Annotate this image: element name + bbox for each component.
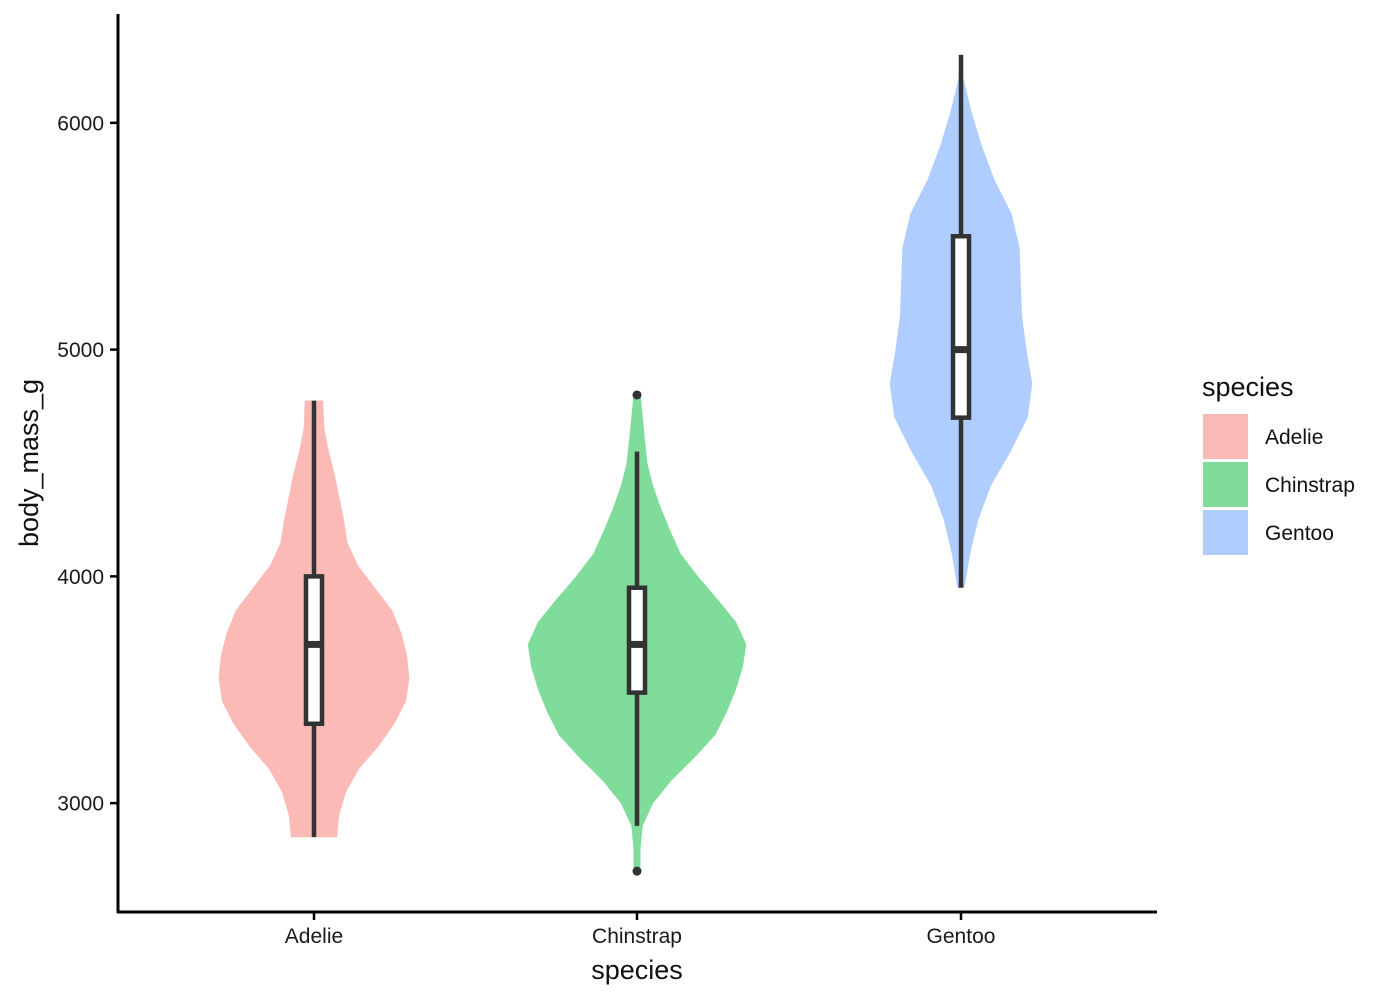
outlier-point	[632, 866, 642, 876]
y-tick-label: 3000	[57, 793, 104, 816]
y-tick-label: 5000	[57, 339, 104, 362]
legend-swatch-chinstrap	[1203, 462, 1248, 507]
x-tick-label: Chinstrap	[592, 925, 682, 948]
legend-items: Adelie Chinstrap Gentoo	[1203, 414, 1355, 555]
x-axis-title: species	[591, 955, 683, 985]
y-axis-ticks: 3000 4000 5000 6000	[57, 112, 118, 816]
legend-title: species	[1202, 372, 1294, 402]
y-tick-label: 6000	[57, 112, 104, 135]
box-gentoo	[950, 233, 972, 420]
legend-swatch-gentoo	[1203, 510, 1248, 555]
y-tick-label: 4000	[57, 566, 104, 589]
x-tick-label: Adelie	[285, 925, 343, 948]
legend-label-chinstrap: Chinstrap	[1265, 474, 1355, 497]
outlier-point	[632, 390, 642, 400]
legend: species Adelie Chinstrap Gentoo	[1202, 372, 1355, 555]
legend-label-gentoo: Gentoo	[1265, 522, 1334, 545]
x-axis-ticks: Adelie Chinstrap Gentoo	[285, 912, 996, 948]
x-tick-label: Gentoo	[927, 925, 996, 948]
box-chinstrap	[626, 585, 648, 695]
y-axis-title: body_mass_g	[14, 379, 44, 547]
legend-label-adelie: Adelie	[1265, 426, 1323, 449]
violins-layer	[218, 54, 1033, 872]
box-adelie	[303, 574, 325, 727]
boxplots-layer	[303, 54, 972, 876]
legend-swatch-adelie	[1203, 414, 1248, 459]
